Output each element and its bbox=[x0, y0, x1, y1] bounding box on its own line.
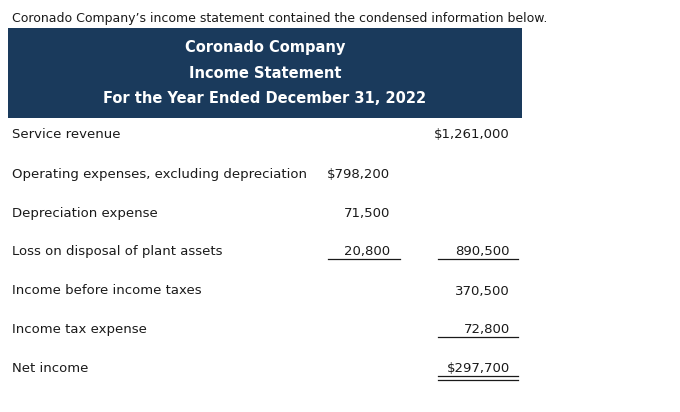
Text: Depreciation expense: Depreciation expense bbox=[12, 206, 158, 220]
Text: Income Statement: Income Statement bbox=[189, 66, 341, 80]
Text: 890,500: 890,500 bbox=[456, 246, 510, 258]
Text: 20,800: 20,800 bbox=[344, 246, 390, 258]
FancyBboxPatch shape bbox=[8, 28, 522, 118]
Text: Coronado Company: Coronado Company bbox=[185, 40, 345, 55]
Text: For the Year Ended December 31, 2022: For the Year Ended December 31, 2022 bbox=[103, 91, 426, 106]
Text: $297,700: $297,700 bbox=[447, 363, 510, 375]
Text: $1,261,000: $1,261,000 bbox=[435, 129, 510, 141]
Text: Coronado Company’s income statement contained the condensed information below.: Coronado Company’s income statement cont… bbox=[12, 12, 547, 25]
Text: Service revenue: Service revenue bbox=[12, 129, 120, 141]
Text: 370,500: 370,500 bbox=[455, 285, 510, 297]
Text: 72,800: 72,800 bbox=[464, 323, 510, 337]
Text: $798,200: $798,200 bbox=[327, 168, 390, 180]
Text: Income tax expense: Income tax expense bbox=[12, 323, 147, 337]
Text: Net income: Net income bbox=[12, 363, 88, 375]
Text: Loss on disposal of plant assets: Loss on disposal of plant assets bbox=[12, 246, 222, 258]
Text: 71,500: 71,500 bbox=[343, 206, 390, 220]
Text: Income before income taxes: Income before income taxes bbox=[12, 285, 202, 297]
Text: Operating expenses, excluding depreciation: Operating expenses, excluding depreciati… bbox=[12, 168, 307, 180]
